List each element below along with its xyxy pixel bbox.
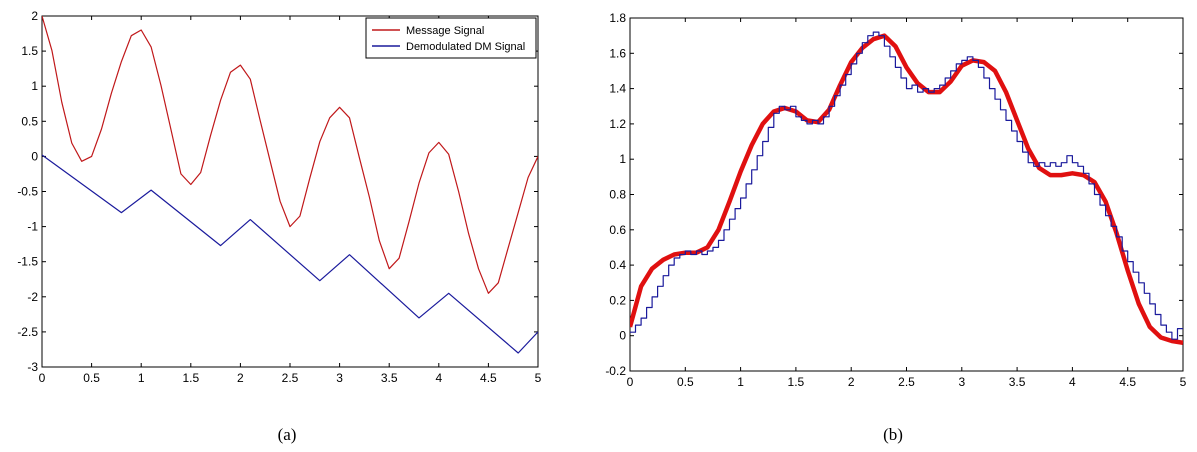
- y-tick-label: 1.5: [21, 44, 38, 58]
- chart-panel-a: 0 0.5 1 1.5 2 2.5 3 3.5 4 4.5 5 -3 -2.5 -2 -1.5 -1 -0.5 0…: [17, 9, 541, 385]
- x-tick-label: 0: [39, 371, 46, 385]
- x-tick-label: 4: [435, 371, 442, 385]
- x-tick-label: 2.5: [898, 375, 915, 389]
- y-tick-label: 0: [31, 149, 38, 163]
- x-tick-label: 2.5: [282, 371, 299, 385]
- caption-b: (b): [883, 425, 903, 444]
- y-tick-label: -0.2: [605, 364, 626, 378]
- x-tick-label: 0: [627, 375, 634, 389]
- legend: Message Signal Demodulated DM Signal: [365, 17, 537, 59]
- y-tick-label: 1: [619, 152, 626, 166]
- x-tick-label: 4: [1069, 375, 1076, 389]
- x-tick-label: 3: [958, 375, 965, 389]
- series-line-message-signal: [42, 16, 538, 294]
- y-tick-label: 1.2: [609, 117, 626, 131]
- y-tick-label: 1.6: [609, 46, 626, 60]
- y-tick-label: -1: [27, 220, 38, 234]
- y-tick-label: 1.8: [609, 11, 626, 25]
- x-tick-label: 1.5: [182, 371, 199, 385]
- y-tick-label: -1.5: [17, 255, 38, 269]
- y-tick-label: 0.5: [21, 114, 38, 128]
- x-tick-label: 5: [535, 371, 542, 385]
- x-tick-label: 1: [138, 371, 145, 385]
- y-tick-label: 1.4: [609, 82, 626, 96]
- x-tick-label: 2: [848, 375, 855, 389]
- y-tick-label: 2: [31, 9, 38, 23]
- x-tick-label: 3.5: [1009, 375, 1026, 389]
- x-tick-label: 1.5: [788, 375, 805, 389]
- y-tick-label: 0.8: [609, 188, 626, 202]
- x-tick-label: 0.5: [677, 375, 694, 389]
- series-line-series-1: [630, 31, 1183, 340]
- y-tick-label: 0.2: [609, 293, 626, 307]
- y-tick-label: 0.6: [609, 223, 626, 237]
- x-tick-label: 4.5: [480, 371, 497, 385]
- y-tick-label: -2.5: [17, 325, 38, 339]
- y-tick-label: -2: [27, 290, 38, 304]
- x-tick-label: 4.5: [1119, 375, 1136, 389]
- x-tick-label: 1: [737, 375, 744, 389]
- y-tick-label: 0.4: [609, 258, 626, 272]
- legend-label: Demodulated DM Signal: [406, 41, 525, 53]
- caption-a: (a): [278, 425, 297, 444]
- x-tick-label: 3.5: [381, 371, 398, 385]
- y-tick-label: -3: [27, 360, 38, 374]
- legend-label: Message Signal: [406, 25, 484, 37]
- y-tick-label: 0: [619, 329, 626, 343]
- chart-panel-b: 0 0.5 1 1.5 2 2.5 3 3.5 4 4.5 5-0.200.20.40.60.811…: [605, 11, 1186, 389]
- x-tick-label: 3: [336, 371, 343, 385]
- y-tick-label: 1: [31, 79, 38, 93]
- y-tick-label: -0.5: [17, 185, 38, 199]
- series-line-demodulated-dm-signal: [42, 154, 538, 354]
- x-tick-label: 0.5: [83, 371, 100, 385]
- x-tick-label: 5: [1180, 375, 1187, 389]
- legend-box: [365, 17, 537, 59]
- plot-area: [629, 17, 1184, 372]
- plot-area: [41, 15, 539, 368]
- series-line-series-0: [630, 33, 1183, 346]
- x-tick-label: 2: [237, 371, 244, 385]
